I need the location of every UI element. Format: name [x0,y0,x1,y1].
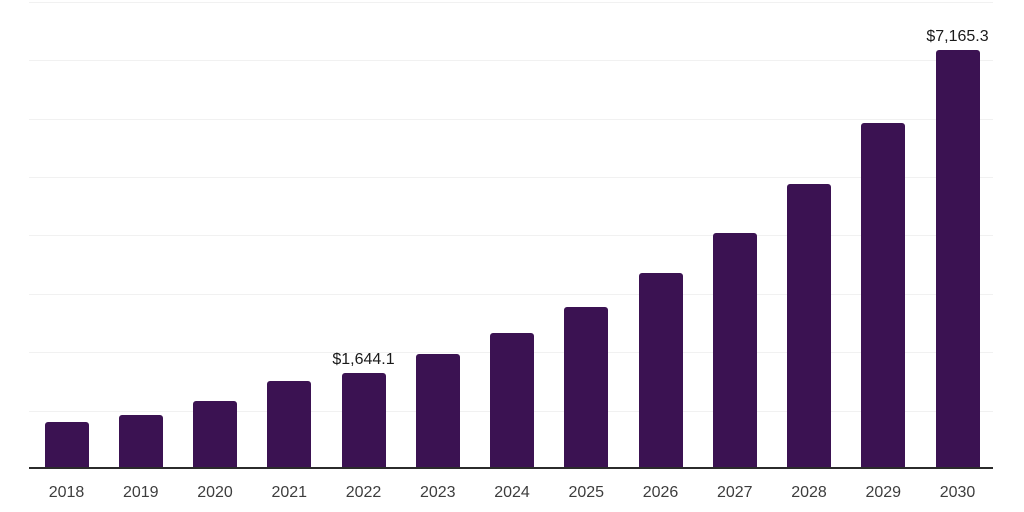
bar-2028[interactable] [787,183,831,469]
bar-2021[interactable] [267,381,312,469]
bar-2029[interactable] [861,123,906,469]
x-tick-label-2030: 2030 [939,484,976,501]
gridline-3000 [29,293,993,295]
bar-2019[interactable] [118,414,163,469]
bar-2027[interactable] [712,232,757,469]
x-tick-label-2029: 2029 [865,484,902,501]
x-tick-label-2023: 2023 [419,484,456,501]
value-label-2022: $1,644.1 [332,350,395,368]
bar-2024[interactable] [490,333,534,469]
bar-2020[interactable] [193,401,237,469]
x-tick-label-2027: 2027 [716,484,753,501]
value-label-2030: $7,165.3 [926,28,989,46]
bar-2030[interactable] [935,50,980,469]
gridline-5000 [29,176,993,178]
x-tick-label-2019: 2019 [122,484,159,501]
gridline-8000 [29,1,993,3]
x-tick-label-2026: 2026 [642,484,679,501]
bar-2023[interactable] [415,354,460,469]
gridline-7000 [29,60,993,61]
x-axis-line [29,467,993,469]
x-tick-label-2018: 2018 [48,484,85,501]
bar-2018[interactable] [44,422,89,469]
gridline-6000 [29,118,993,120]
x-tick-label-2025: 2025 [568,484,605,501]
gridline-4000 [29,235,993,237]
x-tick-label-2028: 2028 [791,484,827,501]
bar-2026[interactable] [638,273,683,469]
x-tick-label-2024: 2024 [494,484,530,501]
x-tick-label-2022: 2022 [345,484,382,501]
bar-2025[interactable] [564,306,609,469]
bar-2022[interactable] [341,372,386,469]
x-tick-label-2020: 2020 [197,484,233,501]
x-tick-label-2021: 2021 [271,484,308,501]
